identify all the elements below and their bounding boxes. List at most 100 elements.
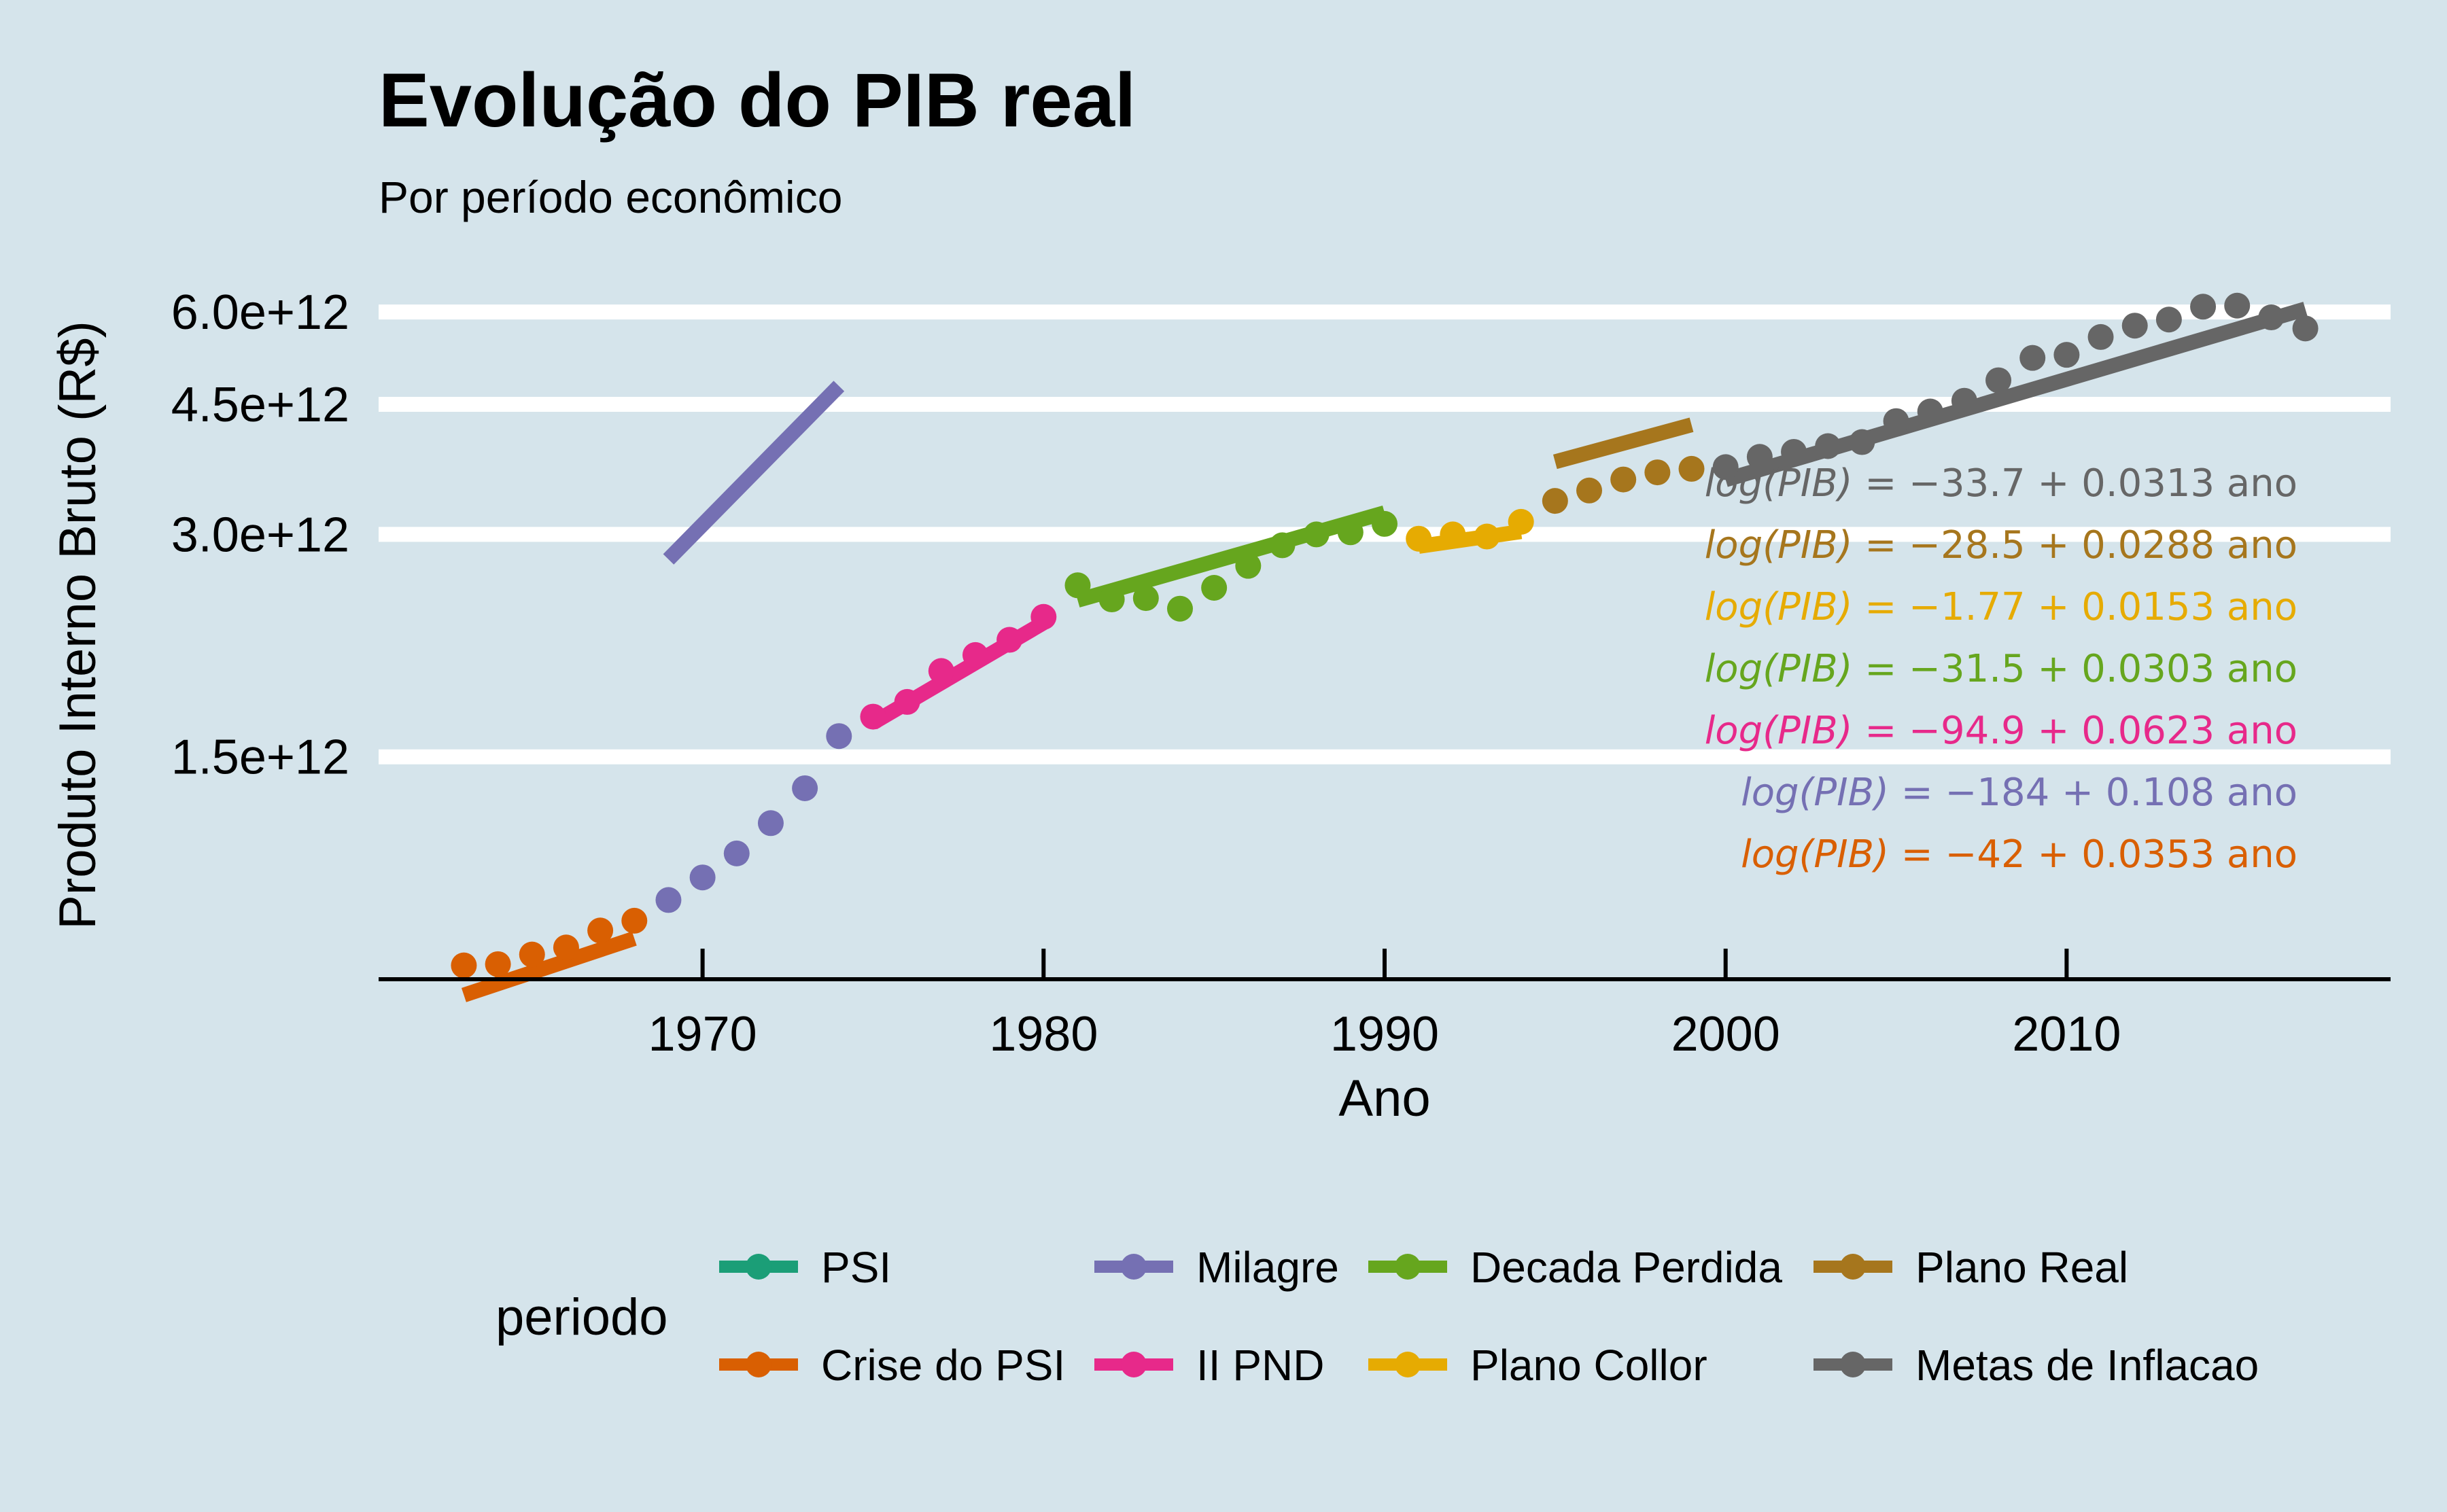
data-point-metas-de-inflacao-2013 [2155,306,2182,333]
x-tick-label-3: 2000 [1671,1007,1780,1061]
legend-key-point-psi [746,1254,771,1280]
data-point-ii-pnd-1977 [928,658,954,684]
y-axis-ticks: 1.5e+12 3.0e+12 4.5e+12 6.0e+12 [171,285,349,785]
x-axis-title: Ano [1338,1070,1430,1127]
data-point-plano-real-1995 [1542,488,1568,514]
equation-rhs: = −94.9 + 0.0623 ano [1864,709,2297,753]
equation-lhs: log(PIB) [1741,771,1901,815]
legend-label-ii-pnd: II PND [1196,1341,1324,1390]
data-point-plano-real-1999 [1678,455,1705,482]
data-point-decada-perdida-1989 [1337,519,1364,546]
legend-key-point-ii-pnd [1121,1352,1147,1377]
legend-label-crise-do-psi: Crise do PSI [821,1341,1065,1390]
equation-decada-perdida: log(PIB) = −31.5 + 0.0303 ano [1705,647,2297,691]
equation-lhs: log(PIB) [1705,647,1865,691]
data-point-decada-perdida-1987 [1269,532,1296,559]
legend-key-point-milagre [1121,1254,1147,1280]
equation-lhs: log(PIB) [1705,461,1865,506]
equation-lhs: log(PIB) [1705,585,1865,629]
data-point-ii-pnd-1975 [860,703,886,730]
legend-key-point-metas-de-inflacao [1840,1352,1866,1377]
legend: periodo PSI Milagre Decada Perdida Plano Re… [496,1243,2259,1390]
legend-label-plano-collor: Plano Collor [1470,1341,1707,1390]
data-point-decada-perdida-1981 [1064,572,1091,599]
x-tick-label-0: 1970 [648,1007,757,1061]
equation-crise-do-psi: log(PIB) = −42 + 0.0353 ano [1741,832,2297,877]
data-point-metas-de-inflacao-2005 [1883,408,1909,434]
data-point-ii-pnd-1979 [996,627,1023,653]
data-point-decada-perdida-1985 [1201,574,1228,601]
equation-milagre: log(PIB) = −184 + 0.108 ano [1741,771,2297,815]
data-point-metas-de-inflacao-2008 [1985,367,2012,393]
data-point-metas-de-inflacao-2011 [2087,323,2114,350]
data-point-crise-do-psi-1967 [587,917,614,944]
data-point-metas-de-inflacao-2017 [2292,315,2319,342]
equation-rhs: = −1.77 + 0.0153 ano [1864,585,2297,629]
legend-label-metas-de-inflacao: Metas de Inflacao [1915,1341,2259,1390]
equation-rhs: = −42 + 0.0353 ano [1901,832,2297,877]
data-point-decada-perdida-1982 [1098,586,1125,613]
data-point-crise-do-psi-1965 [519,941,545,968]
data-point-decada-perdida-1990 [1372,510,1398,537]
equation-lhs: log(PIB) [1705,709,1865,753]
chart-title: Evolução do PIB real [379,58,1136,143]
data-point-decada-perdida-1984 [1166,595,1193,622]
equation-rhs: = −28.5 + 0.0288 ano [1864,523,2297,567]
y-tick-label-3: 6.0e+12 [171,285,349,340]
data-point-milagre-1971 [723,840,750,866]
legend-key-point-plano-real [1840,1254,1866,1280]
data-point-milagre-1972 [757,810,784,837]
data-point-metas-de-inflacao-2007 [1951,387,1977,414]
data-point-crise-do-psi-1963 [451,952,477,979]
data-point-plano-collor-1993 [1474,523,1500,550]
x-tick-label-1: 1980 [989,1007,1098,1061]
data-point-milagre-1973 [792,775,818,801]
fit-line-crise-do-psi [461,931,637,1002]
y-tick-label-1: 3.0e+12 [171,508,349,562]
data-point-ii-pnd-1978 [962,641,988,668]
data-point-metas-de-inflacao-2014 [2190,294,2217,320]
equation-plano-collor: log(PIB) = −1.77 + 0.0153 ano [1705,585,2297,629]
equation-metas-de-inflacao: log(PIB) = −33.7 + 0.0313 ano [1705,461,2297,506]
data-point-metas-de-inflacao-2002 [1781,438,1807,465]
fit-line-milagre [663,381,845,565]
data-point-metas-de-inflacao-2000 [1712,454,1739,480]
data-point-ii-pnd-1980 [1030,603,1057,630]
equation-ii-pnd: log(PIB) = −94.9 + 0.0623 ano [1705,709,2297,753]
equation-lhs: log(PIB) [1705,523,1865,567]
y-axis-title: Produto Interno Bruto (R$) [49,321,107,930]
legend-key-point-plano-collor [1395,1352,1421,1377]
data-point-decada-perdida-1988 [1303,521,1330,548]
data-point-plano-real-1997 [1610,466,1637,493]
data-points [451,292,2319,979]
x-tick-label-4: 2010 [2012,1007,2121,1061]
chart-subtitle: Por período econômico [379,172,842,222]
data-point-metas-de-inflacao-2006 [1917,398,1943,425]
equation-rhs: = −31.5 + 0.0303 ano [1864,647,2297,691]
data-point-metas-de-inflacao-2010 [2053,342,2080,368]
equation-lhs: log(PIB) [1741,832,1901,877]
legend-title: periodo [496,1288,668,1346]
data-point-metas-de-inflacao-2009 [2019,345,2046,371]
data-point-crise-do-psi-1968 [621,907,648,934]
data-point-ii-pnd-1976 [894,688,920,715]
x-axis-ticks: 1970 1980 1990 2000 2010 [648,949,2121,1061]
data-point-metas-de-inflacao-2016 [2258,304,2285,331]
data-point-milagre-1974 [826,723,852,750]
data-point-metas-de-inflacao-2001 [1746,444,1773,470]
legend-key-point-crise-do-psi [746,1352,771,1377]
legend-key-point-decada-perdida [1395,1254,1421,1280]
data-point-crise-do-psi-1966 [553,934,579,961]
fit-line-plano-collor [1417,524,1523,554]
y-tick-label-0: 1.5e+12 [171,731,349,785]
data-point-decada-perdida-1986 [1235,552,1262,579]
data-point-plano-real-1998 [1644,459,1671,486]
data-point-plano-collor-1994 [1508,508,1534,535]
data-point-plano-real-1996 [1576,477,1603,504]
y-tick-label-2: 4.5e+12 [171,378,349,432]
legend-label-psi: PSI [821,1243,891,1292]
data-point-milagre-1970 [689,864,716,891]
legend-label-milagre: Milagre [1196,1243,1339,1292]
